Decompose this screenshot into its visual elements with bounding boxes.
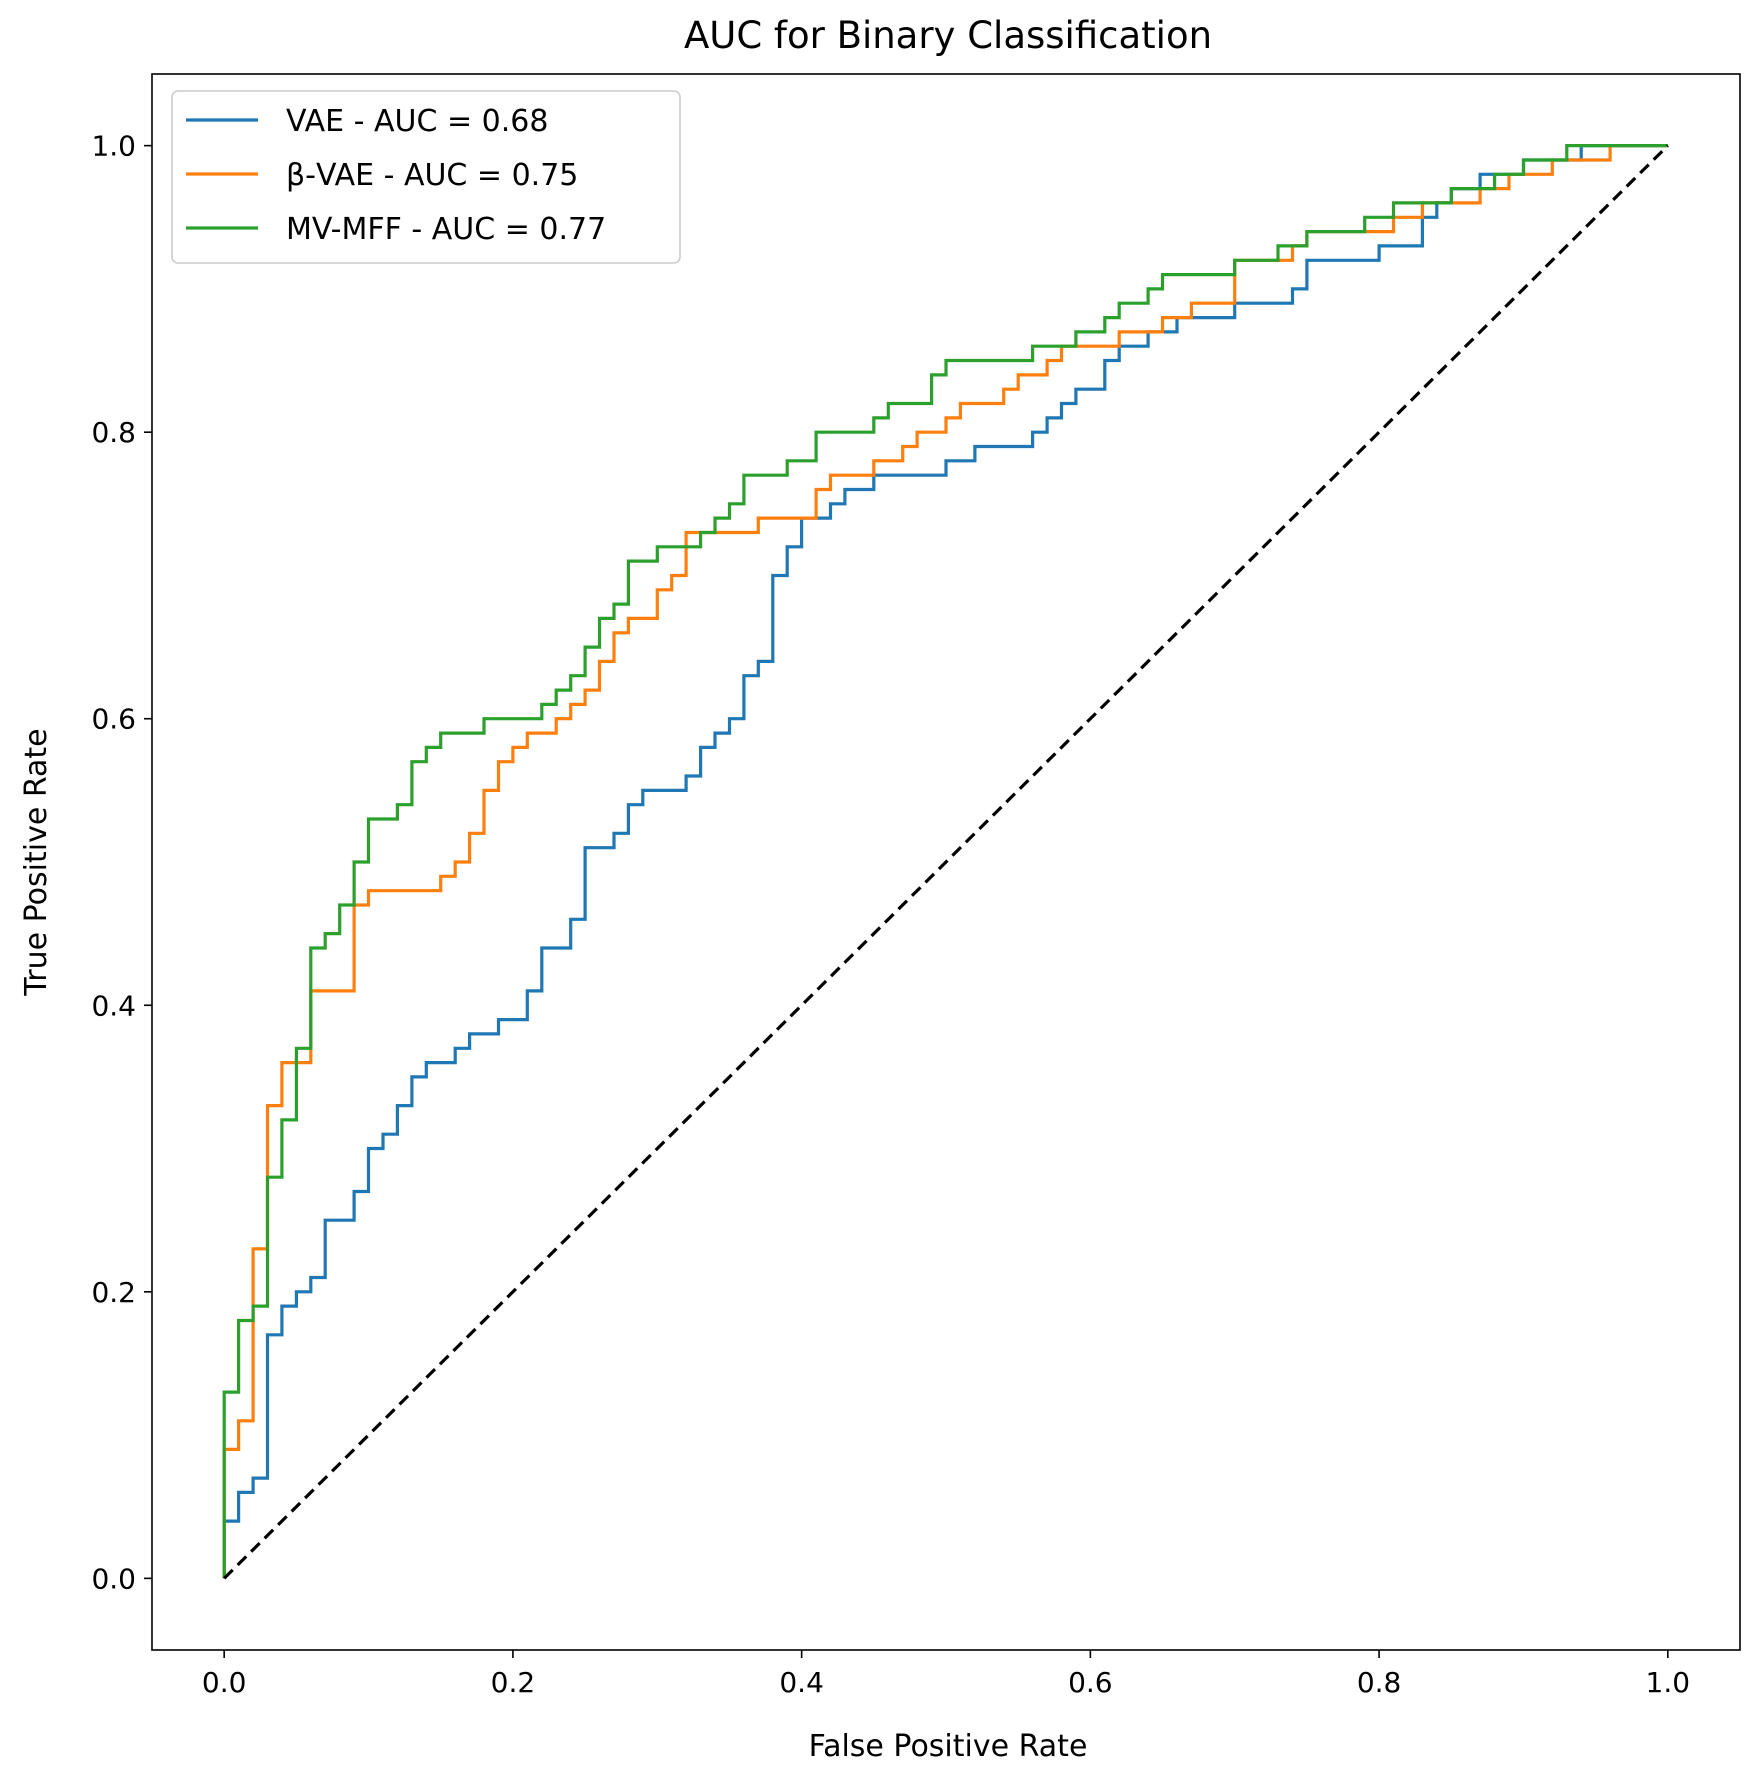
chance-diagonal-line — [223, 144, 1669, 1580]
y-tick-label: 1.0 — [91, 130, 136, 163]
x-tick-label: 0.6 — [1068, 1666, 1113, 1699]
series-line-1 — [222, 144, 1668, 1579]
y-tick-label: 0.2 — [91, 1276, 136, 1309]
plot-area: 0.0 0.2 0.4 0.6 0.8 1.0 0.0 0.2 0.4 0.6 0.8 1.0 — [91, 73, 1741, 1699]
x-tick-label: 1.0 — [1646, 1666, 1691, 1699]
y-tick-label: 0.8 — [91, 416, 136, 449]
legend-label-1: VAE - AUC = 0.68 — [286, 104, 548, 139]
x-tick-label: 0.4 — [779, 1666, 824, 1699]
legend-label-3: MV-MFF - AUC = 0.77 — [286, 212, 606, 247]
chart-title: AUC for Binary Classification — [684, 14, 1212, 57]
y-tick-label: 0.0 — [91, 1562, 136, 1595]
x-tick-label: 0.0 — [202, 1666, 247, 1699]
legend-box — [171, 90, 681, 264]
y-tick-label: 0.6 — [91, 703, 136, 736]
x-tick-label: 0.2 — [491, 1666, 536, 1699]
legend-label-2: β-VAE - AUC = 0.75 — [286, 158, 578, 193]
x-axis-label: False Positive Rate — [809, 1729, 1088, 1764]
axes-frame — [151, 73, 1741, 1651]
series-line-2 — [222, 144, 1668, 1579]
legend: VAE - AUC = 0.68 β-VAE - AUC = 0.75 MV-MFF… — [171, 90, 681, 264]
series-line-3 — [222, 144, 1668, 1579]
y-tick-label: 0.4 — [91, 989, 136, 1022]
y-axis-label: True Positive Rate — [19, 728, 54, 996]
x-tick-label: 0.8 — [1357, 1666, 1402, 1699]
